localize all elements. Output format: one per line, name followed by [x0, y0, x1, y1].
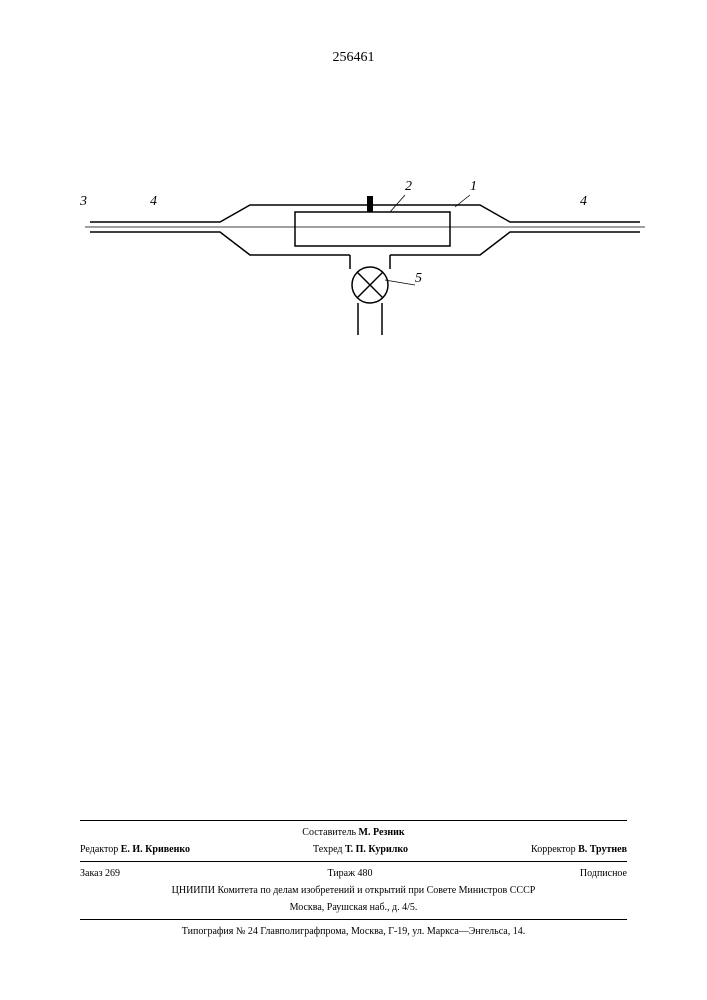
subscription: Подписное — [580, 867, 627, 880]
org-line-1: ЦНИИПИ Комитета по делам изобретений и о… — [80, 882, 627, 899]
diagram-label-5: 5 — [415, 271, 422, 286]
footer-block: Составитель М. Резник Редактор Е. И. Кри… — [80, 817, 627, 940]
diagram-label-1: 1 — [470, 179, 477, 194]
editor-label: Редактор — [80, 844, 118, 855]
engineering-diagram: 1 2 3 4 4 5 — [50, 160, 650, 360]
tech-editor-label: Техред — [313, 844, 342, 855]
tirazh: Тираж 480 — [327, 867, 372, 880]
editor-cell: Редактор Е. И. Кривенко — [80, 843, 190, 856]
compiler-label: Составитель — [302, 827, 356, 838]
tech-editor-cell: Техред Т. П. Курилко — [313, 843, 408, 856]
tech-editor-name: Т. П. Курилко — [345, 844, 408, 855]
corrector-cell: Корректор В. Трутнев — [531, 843, 627, 856]
page-number: 256461 — [333, 50, 375, 66]
corrector-label: Корректор — [531, 844, 576, 855]
editor-row: Редактор Е. И. Кривенко Техред Т. П. Кур… — [80, 841, 627, 858]
footer-rule — [80, 919, 627, 920]
corrector-name: В. Трутнев — [578, 844, 627, 855]
compiler-row: Составитель М. Резник — [80, 824, 627, 841]
footer-rule — [80, 861, 627, 862]
diagram-label-3: 3 — [79, 194, 87, 209]
diagram-label-4_right: 4 — [580, 194, 587, 209]
compiler-name: М. Резник — [359, 827, 405, 838]
org-line-2: Москва, Раушская наб., д. 4/5. — [80, 899, 627, 916]
editor-name: Е. И. Кривенко — [121, 844, 190, 855]
footer-rule — [80, 820, 627, 821]
order-number: Заказ 269 — [80, 867, 120, 880]
diagram-label-4_left: 4 — [150, 194, 157, 209]
order-row: Заказ 269 Тираж 480 Подписное — [80, 865, 627, 882]
diagram-label-2: 2 — [405, 179, 412, 194]
typography-line: Типография № 24 Главполиграфпрома, Москв… — [80, 923, 627, 940]
